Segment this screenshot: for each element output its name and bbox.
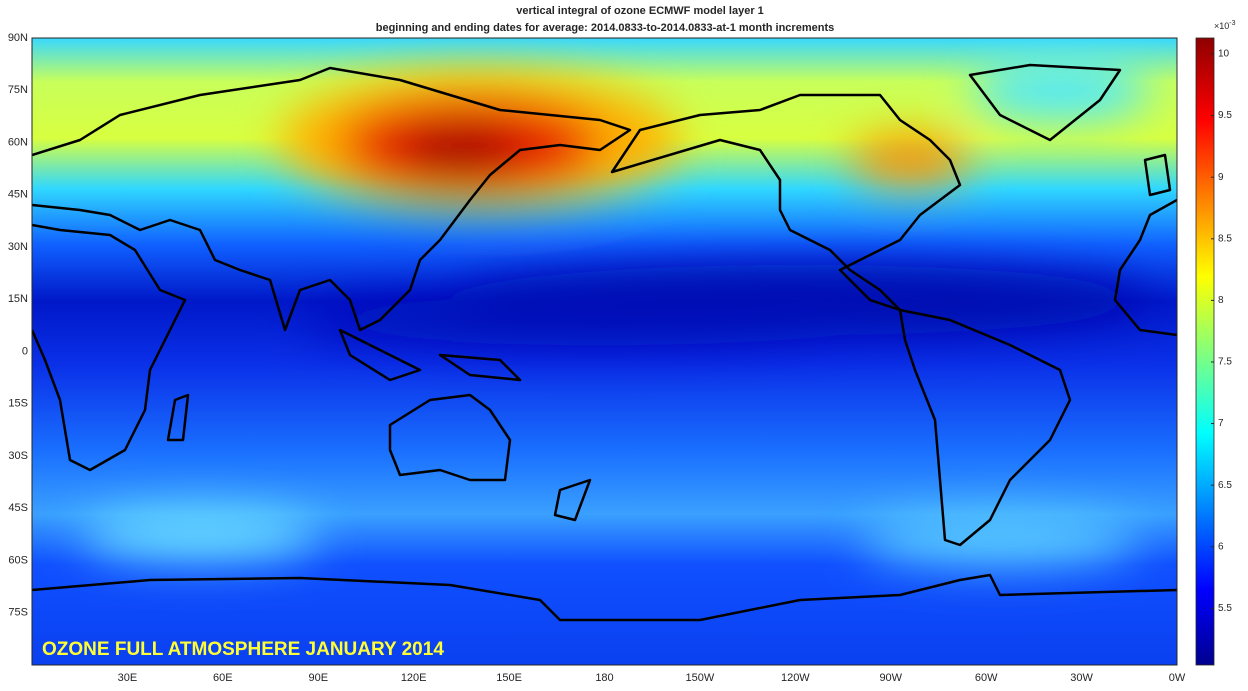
lat-label: 75S <box>8 607 28 619</box>
colorbar-tick-label: 7.5 <box>1218 357 1232 368</box>
colorbar-tick-label: 10 <box>1218 49 1230 60</box>
colorbar-tick-label: 8 <box>1218 295 1224 306</box>
colorbar-tick-label: 7 <box>1218 418 1224 429</box>
colorbar-tick-label: 9.5 <box>1218 110 1232 121</box>
colorbar-tick-label: 8.5 <box>1218 233 1232 244</box>
lat-label: 15N <box>8 293 28 305</box>
lon-label: 150W <box>686 672 715 684</box>
colorbar-tick-label: 9 <box>1218 172 1224 183</box>
exponent-base: ×10 <box>1214 21 1229 31</box>
caption: OZONE FULL ATMOSPHERE JANUARY 2014 <box>42 639 444 660</box>
ozone-field <box>32 38 1177 665</box>
lon-label: 30E <box>118 672 138 684</box>
lon-label: 120E <box>401 672 427 684</box>
lon-label: 120W <box>781 672 810 684</box>
lat-label: 30S <box>8 450 28 462</box>
colorbar-tick-label: 6.5 <box>1218 480 1232 491</box>
lat-label: 75N <box>8 84 28 96</box>
lat-label: 15S <box>8 398 28 410</box>
lon-label: 0W <box>1169 672 1186 684</box>
colorbar-exponent: ×10-3 <box>1214 20 1236 32</box>
lon-label: 150E <box>496 672 522 684</box>
colorbar <box>1195 37 1215 666</box>
lat-label: 60S <box>8 554 28 566</box>
lon-label: 60E <box>213 672 233 684</box>
subtitle-line: beginning and ending dates for average: … <box>376 22 834 34</box>
lat-label: 30N <box>8 241 28 253</box>
lat-label: 60N <box>8 136 28 148</box>
lat-label: 45N <box>8 189 28 201</box>
lat-label: 45S <box>8 502 28 514</box>
lon-label: 90E <box>308 672 328 684</box>
colorbar-tick-label: 5.5 <box>1218 603 1232 614</box>
plot-frame <box>31 37 1178 666</box>
lat-label: 90N <box>8 32 28 44</box>
lon-label: 60W <box>975 672 998 684</box>
lon-label: 30W <box>1070 672 1093 684</box>
lat-label: 0 <box>22 345 28 357</box>
coastlines <box>32 63 1177 622</box>
exponent-power: -3 <box>1229 20 1235 27</box>
colorbar-tick-label: 6 <box>1218 541 1224 552</box>
lon-label: 90W <box>879 672 902 684</box>
title-line: vertical integral of ozone ECMWF model l… <box>516 5 764 17</box>
lon-label: 180 <box>595 672 613 684</box>
